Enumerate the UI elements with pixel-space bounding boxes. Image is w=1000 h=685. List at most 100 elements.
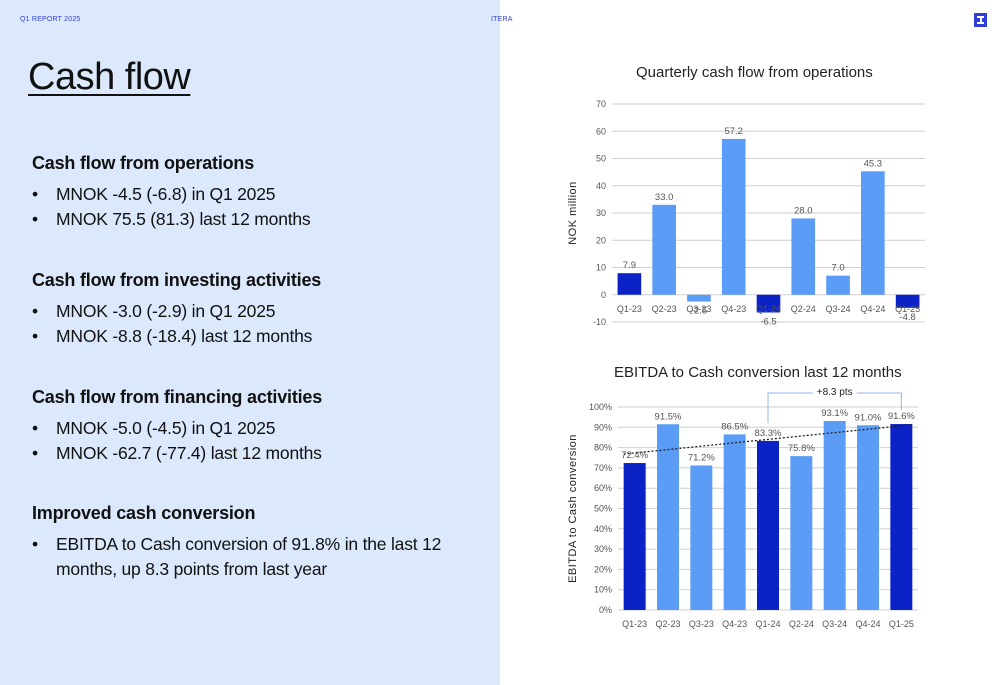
y-tick-label: -10 [593,317,606,327]
y-axis-label: EBITDA to Cash conversion [567,434,579,583]
data-label: 7.9 [623,260,636,271]
section-heading: Cash flow from operations [32,153,255,173]
chart1-title: Quarterly cash flow from operations [636,64,873,81]
section-investing: Cash flow from investing activities MNOK… [32,270,472,349]
report-label: Q1 REPORT 2025 [20,16,81,23]
y-tick-label: 90% [594,422,612,432]
bullet: MNOK 75.5 (81.3) last 12 months [32,207,472,232]
x-tick-label: Q1-25 [895,304,920,314]
bar [895,294,920,308]
y-tick-label: 100% [589,402,612,412]
y-tick-label: 0 [601,290,606,300]
cashflow-operations-chart: -10 0 10 20 30 40 50 60 70 Q1-23 7.9 Q2-23 33.0 Q3-23… [567,99,925,327]
data-label: 57.2 [724,126,743,137]
bar [721,138,746,295]
data-label: 7.0 [831,263,844,274]
page-title: Cash flow [28,56,191,98]
data-label: 33.0 [655,192,674,203]
bullet: MNOK -8.8 (-18.4) last 12 months [32,324,472,349]
section-heading: Cash flow from financing activities [32,387,323,407]
data-label: 28.0 [794,205,813,216]
bar [791,218,816,295]
y-tick-label: 70% [594,463,612,473]
data-label: 71.2% [688,452,715,463]
bar [756,294,781,313]
data-label: -6.5 [760,316,776,327]
x-tick-label: Q2-24 [789,619,814,629]
bar [690,465,713,610]
bar [823,421,846,610]
bar [757,440,779,610]
bullet: EBITDA to Cash conversion of 91.8% in th… [32,532,472,582]
data-label: -4.8 [899,312,915,323]
x-tick-label: Q1-25 [889,619,914,629]
y-tick-label: 30% [594,544,612,554]
bullet: MNOK -4.5 (-6.8) in Q1 2025 [32,182,472,207]
y-tick-label: 10% [594,585,612,595]
x-tick-label: Q4-24 [860,304,885,314]
data-label: 91.6% [888,411,915,422]
bar [857,425,879,610]
y-tick-label: 70 [596,99,606,109]
bar [623,463,646,610]
x-tick-label: Q1-23 [617,304,642,314]
y-tick-label: 10 [596,263,606,273]
data-label: -2.5 [691,306,707,317]
y-tick-label: 60 [596,126,606,136]
bar [687,294,711,302]
data-label: 93.1% [821,408,848,419]
x-tick-label: Q3-23 [689,619,714,629]
bar [723,434,746,610]
y-tick-label: 50% [594,504,612,514]
x-tick-label: Q4-24 [855,619,880,629]
x-tick-label: Q3-24 [826,304,851,314]
x-tick-label: Q2-23 [655,619,680,629]
y-tick-label: 60% [594,483,612,493]
bar [657,424,679,610]
section-financing: Cash flow from financing activities MNOK… [32,387,472,466]
bar [790,456,813,610]
bullet: MNOK -3.0 (-2.9) in Q1 2025 [32,299,472,324]
bar [617,273,642,295]
data-label: 72.4% [621,450,648,461]
section-heading: Cash flow from investing activities [32,270,322,290]
y-tick-label: 20 [596,235,606,245]
data-label: 91.5% [655,411,682,422]
y-tick-label: 40 [596,181,606,191]
x-tick-label: Q3-23 [686,304,711,314]
bar [826,275,850,295]
x-tick-label: Q4-23 [722,619,747,629]
y-tick-label: 0% [599,605,612,615]
itera-logo-icon [974,13,987,27]
section-operations: Cash flow from operations MNOK -4.5 (-6.… [32,153,472,232]
data-label: 83.3% [755,428,782,439]
section-heading: Improved cash conversion [32,503,256,523]
x-tick-label: Q1-23 [622,619,647,629]
bullet: MNOK -62.7 (-77.4) last 12 months [32,441,472,466]
y-tick-label: 20% [594,564,612,574]
data-label: 75.8% [788,443,815,454]
trendline [623,424,913,455]
x-tick-label: Q1-24 [755,619,780,629]
y-tick-label: 30 [596,208,606,218]
cash-conversion-chart: 0% 10% 20% 30% 40% 50% 60% 70% 80% 90% 100% Q1-23 72… [567,385,918,629]
data-label: 86.5% [721,421,748,432]
annotation-label: +8.3 pts [817,387,853,398]
bar [652,204,676,295]
chart2-title: EBITDA to Cash conversion last 12 months [614,364,902,381]
data-label: 45.3 [864,158,883,169]
x-tick-label: Q4-23 [721,304,746,314]
annotation-bg [812,385,857,398]
bullet: MNOK -5.0 (-4.5) in Q1 2025 [32,416,472,441]
x-tick-label: Q1-24 [756,304,781,314]
x-tick-label: Q2-24 [791,304,816,314]
bar [890,424,913,610]
x-tick-label: Q3-24 [822,619,847,629]
data-label: 91.0% [855,412,882,423]
y-axis-label: NOK million [567,181,579,245]
bar [861,171,885,295]
y-tick-label: 50 [596,154,606,164]
section-conversion: Improved cash conversion EBITDA to Cash … [32,503,472,582]
company-label: ITERA [491,16,513,23]
x-tick-label: Q2-23 [652,304,677,314]
